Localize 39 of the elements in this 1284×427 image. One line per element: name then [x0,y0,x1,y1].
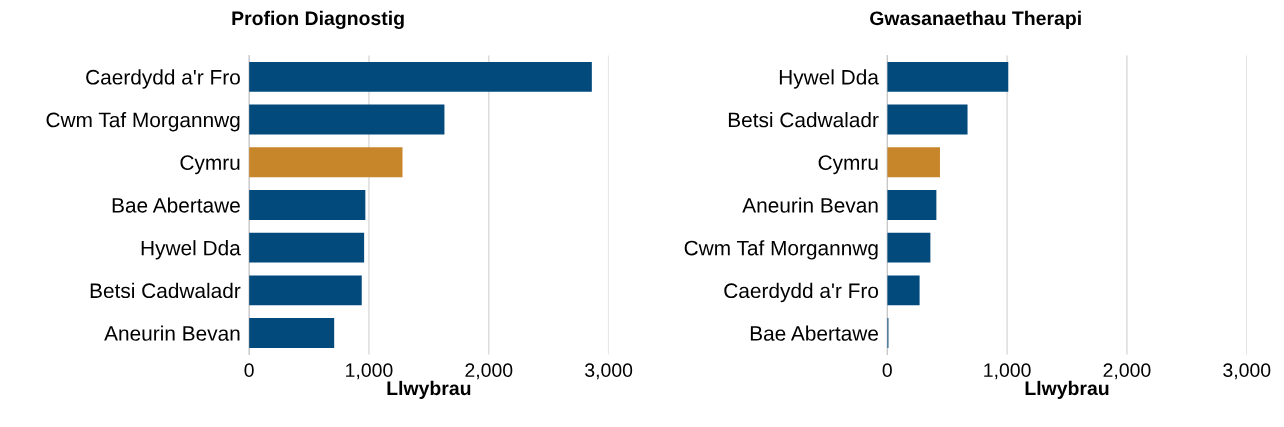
y-tick-label: Caerdydd a'r Fro [724,282,879,303]
y-tick-label: Aneurin Bevan [742,197,878,213]
bar [249,318,335,348]
y-tick-label: Hywel Dda [779,69,879,89]
y-tick-label: Betsi Cadwaladr [728,112,879,128]
y-tick-label: Caerdydd a'r Fro [86,69,240,89]
bar [887,147,940,178]
chart-title: Gwasanaethau Therapi [870,10,1081,29]
y-tick-label: Betsi Cadwaladr [90,282,241,299]
bar [249,61,592,92]
bar [887,61,1009,92]
x-tick-label: 2,000 [465,363,513,380]
y-tick-label: Hywel Dda [141,240,241,260]
x-tick-label: 1,000 [984,363,1031,380]
x-tick-label: 2,000 [1103,363,1151,380]
bar [249,104,445,135]
y-tick-label: Bae Abertawe [112,197,240,213]
y-tick-label: Aneurin Bevan [104,325,240,341]
bar [887,190,937,220]
y-tick-label: Cymru [180,155,240,175]
chart-title: Profion Diagnostig [232,10,404,30]
bar [249,190,366,220]
y-tick-label: Cymru [818,155,878,175]
bar [887,275,920,306]
x-tick-label: 3,000 [585,363,633,380]
x-axis-title: Llwybrau [387,380,471,399]
bar [887,232,931,263]
y-tick-label: Bae Abertawe [750,325,878,341]
x-tick-label: 3,000 [1223,363,1271,380]
y-tick-label: Cwm Taf Morgannwg [684,240,878,260]
x-axis-title: Llwybrau [1025,380,1109,399]
y-tick-label: Cwm Taf Morgannwg [46,112,240,132]
bar [887,104,968,135]
bar [249,147,403,178]
bar [249,232,365,263]
bar [249,275,362,306]
x-tick-label: 0 [882,363,892,378]
x-tick-label: 1,000 [346,363,393,380]
x-tick-label: 0 [244,363,254,378]
